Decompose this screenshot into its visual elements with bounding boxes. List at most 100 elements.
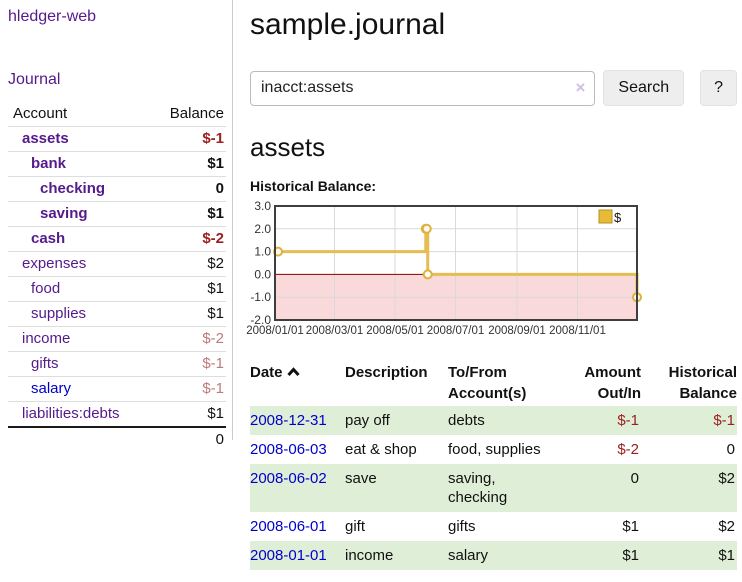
help-button[interactable]: ? — [700, 70, 737, 106]
transaction-amount: $-2 — [617, 441, 639, 458]
svg-text:2008/03/01: 2008/03/01 — [306, 325, 364, 337]
transaction-accounts: debts — [448, 412, 485, 429]
svg-text:0.0: 0.0 — [254, 267, 271, 281]
svg-text:3.0: 3.0 — [254, 199, 271, 213]
account-link-food[interactable]: food — [31, 280, 61, 297]
accounts-column-header: To/From Account(s) — [448, 364, 527, 402]
svg-text:-1.0: -1.0 — [250, 290, 271, 304]
transaction-amount: $-1 — [617, 412, 639, 429]
accounts-total-row: 0 — [8, 426, 226, 452]
account-balance: $-2 — [148, 326, 226, 352]
account-balance: $1 — [148, 401, 226, 428]
account-row: supplies $1 — [8, 301, 226, 327]
description-column-header: Description — [345, 364, 428, 381]
page-title: sample.journal — [250, 8, 446, 41]
search-button[interactable]: Search — [603, 70, 685, 106]
plot-border — [274, 205, 638, 321]
transaction-balance: $2 — [718, 518, 735, 535]
transaction-accounts: food, supplies — [448, 441, 541, 458]
historical-balance-chart: $ 3.0 2.0 1.0 0.0 -1.0 -2.0 2008/01/01 2008/03… — [245, 199, 645, 343]
account-column-header: Account — [8, 102, 149, 127]
date-column-header[interactable]: Date — [250, 360, 345, 406]
account-link-expenses[interactable]: expenses — [22, 255, 87, 272]
transaction-description: gift — [345, 518, 366, 535]
account-link-saving[interactable]: saving — [40, 205, 88, 222]
transaction-amount: $1 — [622, 518, 639, 535]
account-link-salary[interactable]: salary — [31, 380, 72, 397]
transaction-accounts: gifts — [448, 518, 476, 535]
account-balance: $-1 — [148, 376, 226, 402]
chart-heading: Historical Balance: — [250, 178, 377, 194]
transaction-date-link[interactable]: 2008-12-31 — [250, 412, 327, 429]
account-link-gifts[interactable]: gifts — [31, 355, 59, 372]
transaction-description: save — [345, 470, 377, 487]
account-link-income[interactable]: income — [22, 330, 71, 347]
svg-text:1.0: 1.0 — [254, 245, 271, 259]
account-row: saving $1 — [8, 201, 226, 227]
account-balance: $1 — [148, 151, 226, 177]
account-row: bank $1 — [8, 151, 226, 177]
search-input[interactable] — [250, 70, 596, 106]
account-row: salary $-1 — [8, 376, 226, 402]
chart-svg: $ 3.0 2.0 1.0 0.0 -1.0 -2.0 2008/01/01 2008/03… — [246, 199, 642, 337]
account-link-checking[interactable]: checking — [40, 180, 106, 197]
account-row: liabilities:debts $1 — [8, 401, 226, 428]
clear-search-icon[interactable]: × — [575, 77, 586, 97]
transaction-row: 2008-01-01 income salary $1 $1 — [250, 541, 737, 570]
svg-text:2008/07/01: 2008/07/01 — [427, 325, 485, 337]
account-link-bank[interactable]: bank — [31, 155, 67, 172]
transaction-description: pay off — [345, 412, 390, 429]
account-row: income $-2 — [8, 326, 226, 352]
account-balance: $-1 — [148, 126, 226, 152]
amount-column-header: Amount Out/In — [584, 364, 641, 402]
register-header-row: Date Description To/From Account(s) Amoun… — [250, 360, 737, 406]
account-balance: 0 — [148, 176, 226, 202]
transaction-balance: $1 — [718, 547, 735, 564]
transaction-description: eat & shop — [345, 441, 417, 458]
account-balance: $1 — [148, 201, 226, 227]
transaction-amount: 0 — [630, 470, 639, 487]
transaction-row: 2008-06-02 save saving, checking 0 $2 — [250, 464, 737, 512]
transaction-balance: 0 — [726, 441, 735, 458]
account-balance: $1 — [148, 276, 226, 302]
accounts-table-header: Account Balance — [8, 102, 226, 127]
accounts-table: Account Balance assets $-1 bank $1 check… — [8, 102, 226, 452]
transaction-accounts: salary — [448, 547, 489, 564]
svg-text:2008/05/01: 2008/05/01 — [366, 325, 424, 337]
transaction-description: income — [345, 547, 394, 564]
svg-text:2008/11/01: 2008/11/01 — [549, 325, 606, 337]
transaction-balance: $-1 — [713, 412, 735, 429]
transaction-date-link[interactable]: 2008-06-02 — [250, 470, 327, 487]
transaction-date-link[interactable]: 2008-06-03 — [250, 441, 327, 458]
balance-column-header: Historical Balance — [668, 364, 737, 402]
account-row: assets $-1 — [8, 126, 226, 152]
legend-swatch — [598, 209, 613, 224]
sort-ascending-icon — [286, 367, 300, 377]
sidebar-item-journal[interactable]: Journal — [8, 71, 61, 88]
transaction-balance: $2 — [718, 470, 735, 487]
transaction-accounts: saving, checking — [448, 470, 508, 506]
transaction-row: 2008-06-03 eat & shop food, supplies $-2… — [250, 435, 737, 464]
transaction-date-link[interactable]: 2008-01-01 — [250, 547, 327, 564]
x-axis-labels: 2008/01/01 2008/03/01 2008/05/01 2008/07/01… — [246, 325, 606, 337]
account-row: checking 0 — [8, 176, 226, 202]
account-link-assets[interactable]: assets — [22, 130, 69, 147]
main-content: sample.journal × Search ? assets Histori… — [246, 0, 737, 570]
balance-column-header: Balance — [148, 102, 226, 127]
legend-label: $ — [614, 210, 622, 225]
transaction-amount: $1 — [622, 547, 639, 564]
app-title-link[interactable]: hledger-web — [8, 8, 97, 25]
account-link-cash[interactable]: cash — [31, 230, 66, 247]
svg-text:-2.0: -2.0 — [250, 313, 271, 327]
transaction-date-link[interactable]: 2008-06-01 — [250, 518, 327, 535]
account-link-supplies[interactable]: supplies — [31, 305, 87, 322]
account-link-liabilities-debts[interactable]: liabilities:debts — [22, 405, 120, 422]
account-balance: $2 — [148, 251, 226, 277]
svg-text:2.0: 2.0 — [254, 222, 271, 236]
account-balance: $-2 — [148, 226, 226, 252]
account-row: expenses $2 — [8, 251, 226, 277]
sidebar: hledger-web Journal Account Balance asse… — [8, 8, 226, 452]
account-heading: assets — [250, 132, 326, 162]
transaction-row: 2008-06-01 gift gifts $1 $2 — [250, 512, 737, 541]
svg-text:2008/01/01: 2008/01/01 — [246, 325, 304, 337]
